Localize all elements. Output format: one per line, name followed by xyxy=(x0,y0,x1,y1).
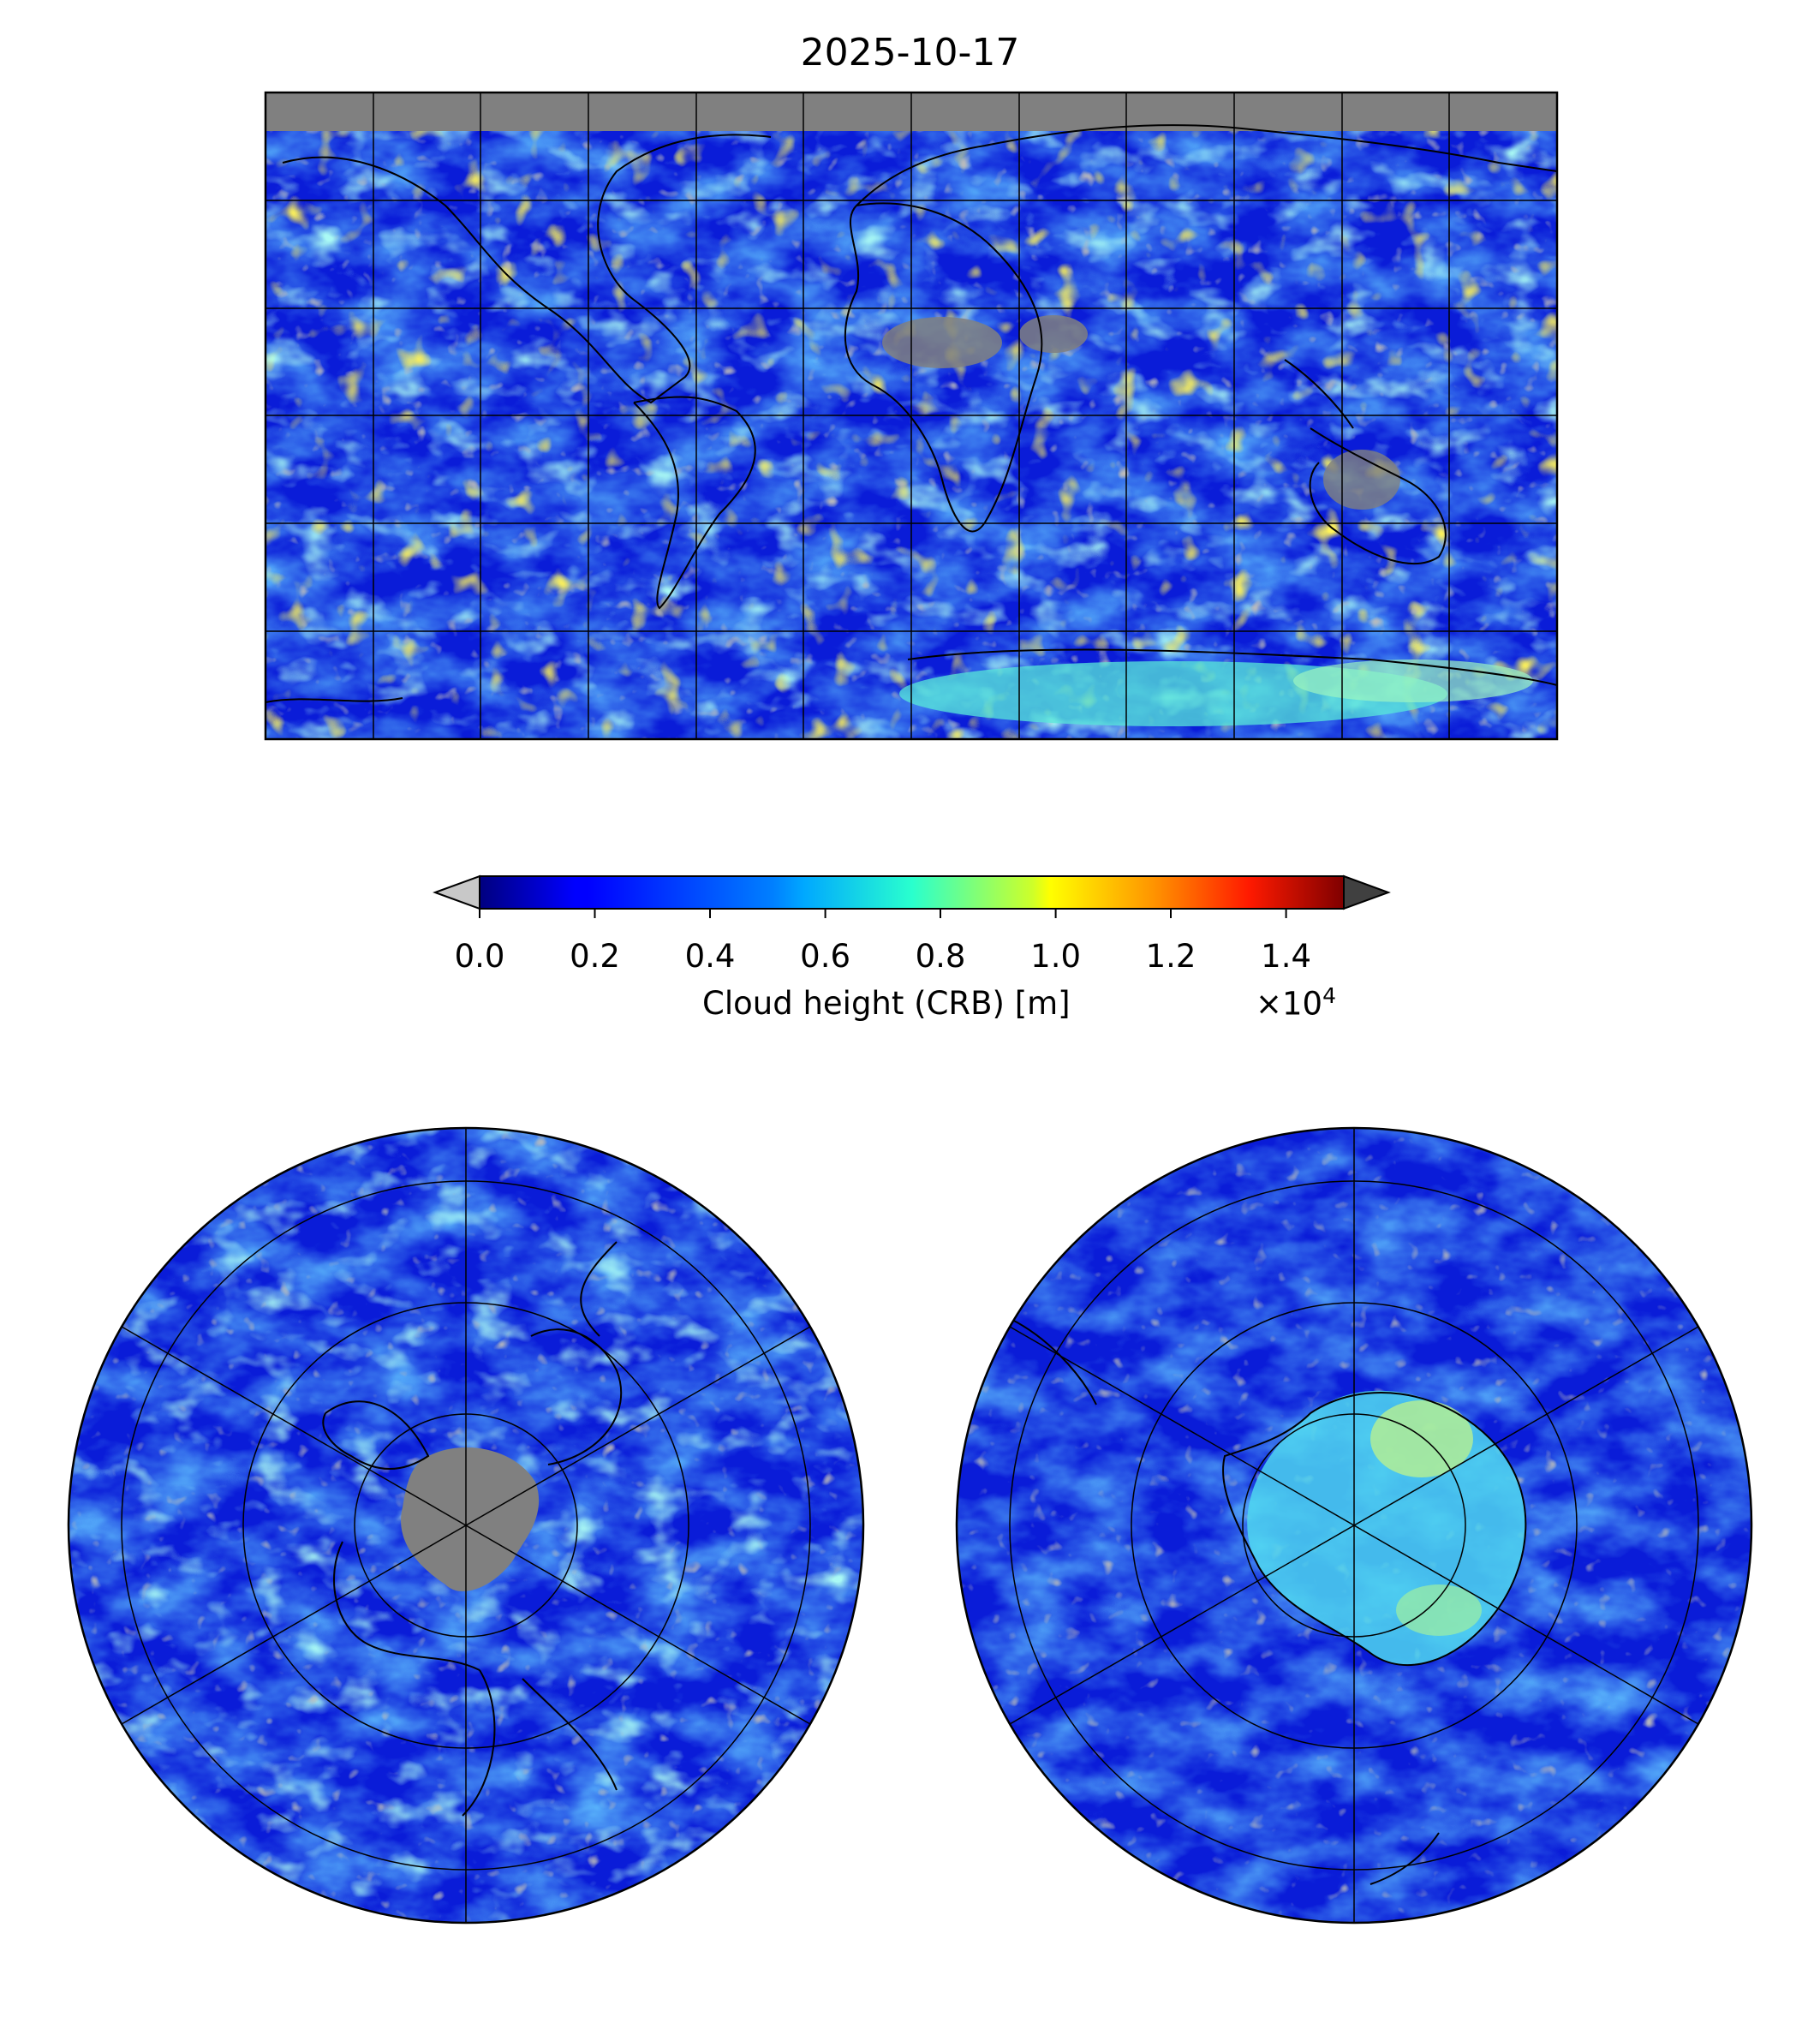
colorbar-tick-label: 0.2 xyxy=(570,938,620,975)
antarctic-cloud-band-east xyxy=(1293,659,1533,702)
colorbar-under-extension xyxy=(433,874,480,910)
south-polar-frame xyxy=(955,1126,1753,1925)
colorbar-over-extension xyxy=(1343,874,1391,910)
colorbar-ticks xyxy=(479,909,1287,918)
colorbar-gradient xyxy=(480,876,1344,909)
colorbar-tick-label: 1.2 xyxy=(1145,938,1196,975)
colorbar-multiplier-exponent: 4 xyxy=(1322,983,1336,1008)
global-map xyxy=(266,92,1557,739)
arabia-nodata xyxy=(1019,315,1088,353)
colorbar-multiplier: ×104 xyxy=(1256,983,1336,1022)
antarctica-high-cloud-2 xyxy=(1396,1584,1482,1636)
colorbar-tick-label: 0.0 xyxy=(454,938,505,975)
north-graticule xyxy=(121,1128,811,1923)
colorbar-frame xyxy=(479,875,1345,910)
south-polar-map xyxy=(957,1128,1751,1923)
south-graticule xyxy=(1009,1128,1699,1923)
colorbar-tick-label: 1.0 xyxy=(1030,938,1082,975)
figure-title: 2025-10-17 xyxy=(800,31,1020,75)
north-polar-map xyxy=(69,1128,863,1923)
colorbar-multiplier-base: ×10 xyxy=(1256,985,1323,1023)
global-graticule xyxy=(266,92,1557,739)
global-coastlines xyxy=(266,124,1557,703)
colorbar-tick-label: 0.8 xyxy=(915,938,966,975)
north-pole-nodata xyxy=(401,1447,540,1592)
antarctica-high-cloud xyxy=(1370,1400,1473,1477)
colorbar-tick-label: 1.4 xyxy=(1261,938,1312,975)
north-polar-frame xyxy=(67,1126,865,1925)
colorbar xyxy=(433,874,1391,918)
global-map-frame xyxy=(264,91,1559,741)
sahara-nodata xyxy=(882,317,1002,368)
colorbar-tick-label: 0.4 xyxy=(684,938,736,975)
colorbar-tick-label: 0.6 xyxy=(800,938,851,975)
north-coastlines xyxy=(322,1241,623,1817)
colorbar-label: Cloud height (CRB) [m] xyxy=(702,985,1071,1022)
